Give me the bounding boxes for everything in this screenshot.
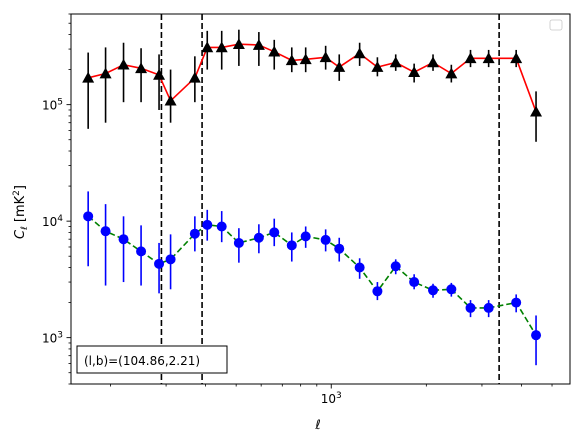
series-1-point (118, 234, 129, 245)
series-1-point (390, 261, 401, 272)
series-0-point (299, 53, 312, 65)
series-1-point (269, 227, 280, 238)
series-0-point (353, 47, 366, 59)
series-0-point (285, 54, 298, 66)
series-0-point (135, 62, 148, 74)
series-1-point (409, 277, 420, 288)
series-1-point (334, 243, 345, 254)
series-0-point (153, 68, 166, 80)
legend-box (549, 19, 563, 31)
series-0-point (427, 56, 440, 68)
series-0-point (389, 56, 402, 68)
x-axis-label: ℓ (314, 418, 320, 433)
series-1-point (286, 240, 297, 251)
y-label-unit-open: [mK (13, 195, 28, 226)
series-0-point (333, 61, 346, 72)
series-0-point (252, 39, 265, 50)
series-0-point (319, 51, 332, 63)
series-1-point (354, 262, 365, 273)
series-0-point (268, 45, 281, 57)
series-0-point (117, 58, 130, 70)
series-1-point (202, 219, 213, 230)
series-1-point (483, 302, 494, 313)
series-0-point (530, 105, 543, 117)
series-0-point (82, 71, 95, 83)
y-label-sup: 2 (12, 190, 22, 196)
series-0-point (371, 61, 384, 72)
axis-ticks: 103 103 104 105 (42, 13, 553, 406)
annotation-text: (l,b)=(104.86,2.21) (84, 354, 200, 368)
series-1-point (136, 246, 147, 257)
axes-frame (70, 13, 571, 385)
series-0 (82, 29, 543, 142)
series-1-line (87, 215, 537, 336)
y-tick-label-0: 103 (42, 331, 63, 346)
series-1-point (233, 237, 244, 248)
series-1-point (300, 231, 311, 242)
y-tick-label-1: 104 (42, 214, 63, 229)
x-tick-label-0: 103 (321, 391, 342, 406)
series-1-point (154, 258, 165, 269)
series-0-point (201, 41, 214, 53)
series-0-point (232, 38, 245, 50)
series-1-point (83, 211, 94, 222)
series-1-point (465, 302, 476, 313)
series-0-point (215, 41, 228, 53)
y-label-main: C (13, 229, 28, 239)
y-axis-label: Cℓ [mK2] (12, 185, 30, 239)
series-0-point (510, 52, 523, 64)
series-1-point (320, 234, 331, 245)
series-0-point (445, 67, 458, 79)
series-1-point (511, 297, 522, 308)
annotation-box: (l,b)=(104.86,2.21) (76, 345, 228, 374)
series-0-point (408, 66, 421, 77)
series-1-point (100, 226, 111, 237)
series-1-point (253, 232, 264, 243)
series-1-point (165, 254, 176, 265)
series-0-point (464, 52, 477, 64)
series-1 (83, 191, 542, 366)
series-1-point (189, 228, 200, 239)
series-0-point (164, 94, 177, 106)
series-0-point (482, 52, 495, 64)
plot-frame (70, 13, 571, 385)
y-tick-label-2: 105 (42, 98, 63, 113)
series-1-point (216, 221, 227, 232)
y-label-unit-close: ] (13, 185, 28, 190)
series-0-point (99, 67, 112, 79)
series-1-point (531, 330, 542, 341)
y-label-sub: ℓ (20, 226, 30, 231)
series-1-point (446, 284, 457, 295)
series-1-point (428, 285, 439, 296)
series-0-point (188, 71, 201, 83)
series-1-point (372, 286, 383, 297)
plot-area (82, 14, 543, 384)
